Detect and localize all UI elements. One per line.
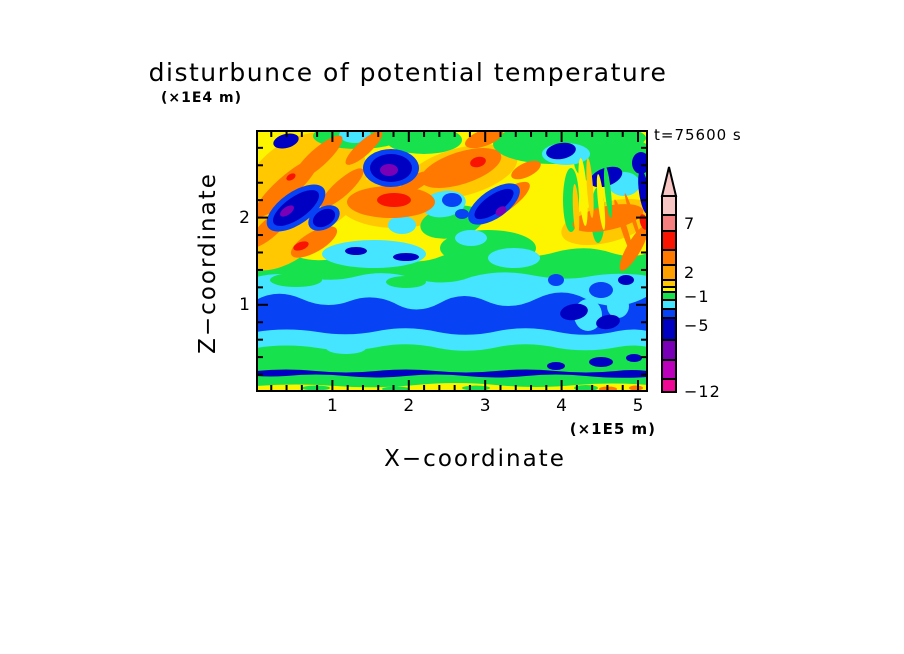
x-tick-label: 1 <box>326 396 338 416</box>
colorbar <box>660 166 678 393</box>
z-axis-label: Z−coordinate <box>195 172 221 354</box>
colorbar-box <box>661 299 677 310</box>
colorbar-box <box>661 230 677 251</box>
x-tick-label: 3 <box>479 396 491 416</box>
colorbar-box <box>661 317 677 341</box>
contour-blob <box>345 131 383 165</box>
contour-blob <box>603 166 613 218</box>
contour-blob <box>618 275 634 285</box>
plot-frame <box>256 130 648 392</box>
contour-blob <box>572 184 580 236</box>
contour-blob <box>596 314 620 330</box>
contour-blob <box>546 142 576 160</box>
contour-blob <box>488 248 540 268</box>
time-annotation: t=75600 s <box>654 126 742 144</box>
contour-blob <box>560 303 588 321</box>
colorbar-box <box>661 195 677 216</box>
contour-blob <box>386 276 426 288</box>
z-tick-label: 2 <box>239 207 250 228</box>
contour-blob <box>578 158 588 226</box>
x-axis-unit-label: (×1E5 m) <box>569 420 656 438</box>
colorbar-box <box>661 359 677 380</box>
contour-blob <box>322 240 426 268</box>
contour-blob <box>548 274 564 286</box>
contour-blob <box>589 282 613 298</box>
contour-blob <box>393 253 419 261</box>
contour-blob <box>293 241 309 251</box>
contour-blob <box>442 193 462 207</box>
contour-blob <box>280 205 294 217</box>
contour-blob <box>290 226 338 258</box>
contour-blob <box>386 130 462 154</box>
contour-blob <box>455 230 487 246</box>
colorbar-box <box>661 339 677 361</box>
contour-blob <box>624 193 642 243</box>
colorbar-box <box>661 378 677 393</box>
contour-blob <box>626 354 642 362</box>
contour-blob <box>320 168 364 208</box>
contour-blob <box>377 193 411 207</box>
contour-blob <box>345 247 367 255</box>
colorbar-box <box>661 214 677 232</box>
contour-blob <box>380 164 398 176</box>
contour-blob <box>388 216 416 234</box>
colorbar-box <box>661 249 677 266</box>
contour-blob <box>256 219 322 271</box>
z-tick-label: 1 <box>239 294 250 315</box>
contour-blob <box>470 156 486 168</box>
contour-blob <box>614 199 634 257</box>
colorbar-label: −1 <box>684 287 710 306</box>
contour-blob <box>293 135 343 181</box>
colorbar-box <box>661 279 677 288</box>
contour-blob <box>312 208 336 228</box>
contour-blob <box>586 158 594 218</box>
contour-band <box>256 369 648 378</box>
colorbar-overflow-arrow-icon <box>660 166 678 197</box>
colorbar-label: −5 <box>684 316 710 335</box>
contour-blob <box>511 160 541 180</box>
contour-blob <box>273 133 299 149</box>
contour-blob <box>270 273 322 287</box>
colorbar-label: 7 <box>684 214 696 233</box>
x-tick-label: 5 <box>632 396 644 416</box>
contour-blob <box>629 385 643 391</box>
contour-blob <box>596 174 606 230</box>
contour-blob <box>400 171 432 193</box>
contour-blob <box>302 385 330 391</box>
x-tick-label: 2 <box>403 396 415 416</box>
colorbar-label: 2 <box>684 263 696 282</box>
contour-blob <box>586 130 646 148</box>
contour-blob <box>286 173 296 181</box>
z-axis-unit-label: (×1E4 m) <box>161 90 243 106</box>
contour-blob <box>547 362 565 370</box>
colorbar-box <box>661 291 677 301</box>
x-axis-label: X−coordinate <box>384 446 566 472</box>
contour-blob <box>632 152 648 174</box>
contour-blob <box>589 357 613 367</box>
contour-blob <box>465 130 503 149</box>
colorbar-box <box>661 264 677 281</box>
contour-plot-area <box>256 130 648 392</box>
contour-blob <box>273 190 319 226</box>
contour-blob <box>326 342 366 354</box>
colorbar-box <box>661 308 677 319</box>
contour-band <box>256 344 648 392</box>
colorbar-label: −12 <box>684 382 721 401</box>
contour-blob <box>495 206 507 216</box>
contour-blob <box>474 188 514 220</box>
chart-title: disturbunce of potential temperature <box>148 58 668 87</box>
contour-blob <box>619 225 648 271</box>
x-tick-label: 4 <box>556 396 567 416</box>
contour-blob <box>455 209 469 219</box>
contour-band <box>256 383 648 392</box>
contour-blob <box>607 294 629 318</box>
